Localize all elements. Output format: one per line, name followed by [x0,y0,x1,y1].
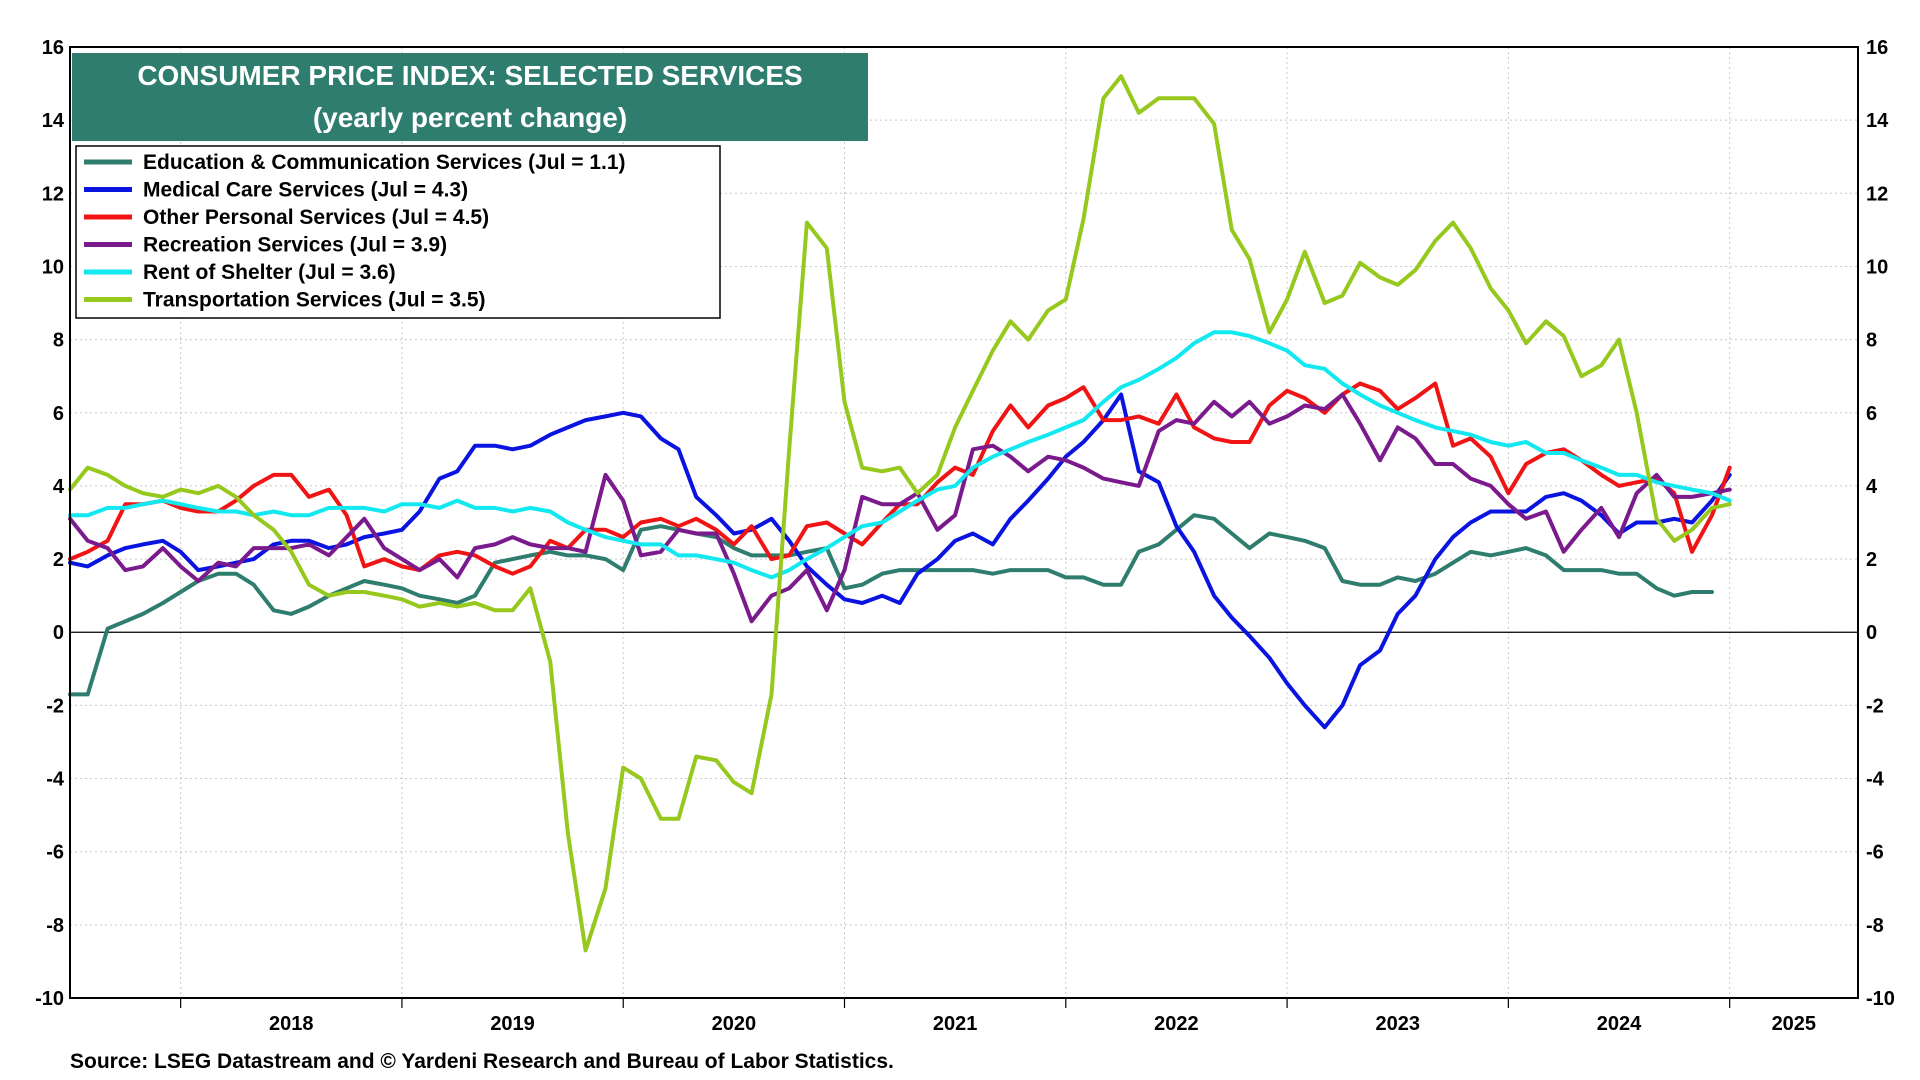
y-tick-label-left: -10 [35,988,64,1010]
y-tick-label-left: 4 [53,476,65,498]
series-line-6 [68,74,1732,953]
y-tick-label-right: 6 [1866,403,1877,425]
legend-entry: Other Personal Services (Jul = 4.5) [143,206,489,229]
y-tick-label-right: -8 [1866,915,1884,937]
y-tick-label-right: -2 [1866,695,1884,717]
y-tick-label-right: 8 [1866,330,1877,352]
series-line-1 [68,513,1714,697]
y-tick-label-left: 10 [42,256,64,278]
y-tick-label-right: -6 [1866,842,1884,864]
y-tick-label-right: 2 [1866,549,1877,571]
y-tick-label-left: -2 [46,695,64,717]
series-line-4 [68,392,1732,624]
y-tick-label-right: 16 [1866,37,1888,59]
y-tick-label-right: -4 [1866,769,1885,791]
y-tick-label-left: 2 [53,549,64,571]
y-tick-label-right: 14 [1866,110,1889,132]
y-tick-label-left: 0 [53,622,64,644]
y-tick-label-right: 0 [1866,622,1877,644]
x-tick-label: 2023 [1375,1013,1420,1035]
legend: Education & Communication Services (Jul … [75,145,721,319]
legend-box [75,145,721,319]
y-tick-label-left: 16 [42,37,64,59]
y-tick-label-left: 8 [53,330,64,352]
y-tick-label-left: 12 [42,183,64,205]
x-tick-label: 2025 [1772,1013,1817,1035]
plot-border [69,46,1859,999]
y-tick-label-left: -6 [46,842,64,864]
x-tick-label: 2018 [269,1013,314,1035]
y-tick-labels: -10 -10 -8 -8 -6 -6 -4 -4 -2 -2 0 0 2 2 4 4 6 6 8 8 10 10 12 12… [35,37,1895,1010]
y-tick-label-right: 4 [1866,476,1878,498]
legend-entry: Recreation Services (Jul = 3.9) [143,234,447,257]
series-line-2 [68,392,1732,730]
legend-entry: Education & Communication Services (Jul … [143,151,626,174]
y-tick-label-left: 6 [53,403,64,425]
y-tick-label-right: 10 [1866,256,1888,278]
x-tick-label: 2022 [1154,1013,1199,1035]
title-box: CONSUMER PRICE INDEX: SELECTED SERVICES … [72,53,868,141]
y-tick-label-left: 14 [42,110,65,132]
y-tick-label-right: 12 [1866,183,1888,205]
legend-entry: Transportation Services (Jul = 3.5) [143,289,486,312]
source-note: Source: LSEG Datastream and © Yardeni Re… [70,1050,894,1073]
chart-subtitle: (yearly percent change) [313,102,627,133]
series-line-5 [68,330,1732,580]
x-tick-label: 2024 [1597,1013,1642,1035]
series-layer [68,74,1732,953]
y-tick-label-left: -4 [46,769,65,791]
x-tick-label: 2021 [933,1013,978,1035]
x-tick-label: 2019 [490,1013,535,1035]
legend-entry: Medical Care Services (Jul = 4.3) [143,179,468,202]
x-tick-labels: 2018 2019 2020 2021 2022 2023 2024 2025 [269,1013,1816,1035]
legend-entry: Rent of Shelter (Jul = 3.6) [143,261,396,284]
y-tick-label-left: -8 [46,915,64,937]
y-tick-label-right: -10 [1866,988,1895,1010]
chart-title: CONSUMER PRICE INDEX: SELECTED SERVICES [137,60,802,91]
x-tick-label: 2020 [712,1013,757,1035]
